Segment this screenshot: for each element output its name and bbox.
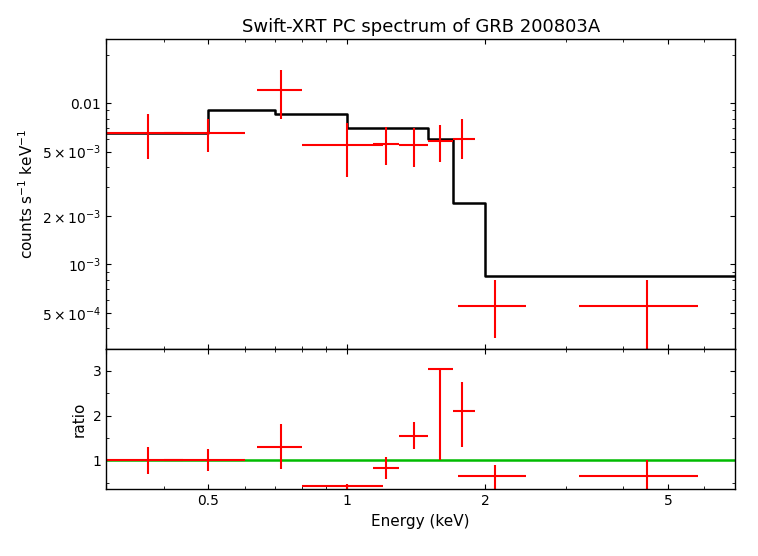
X-axis label: Energy (keV): Energy (keV) xyxy=(371,514,470,529)
Y-axis label: ratio: ratio xyxy=(72,401,87,436)
Title: Swift-XRT PC spectrum of GRB 200803A: Swift-XRT PC spectrum of GRB 200803A xyxy=(242,18,600,36)
Y-axis label: counts s$^{-1}$ keV$^{-1}$: counts s$^{-1}$ keV$^{-1}$ xyxy=(17,128,36,259)
